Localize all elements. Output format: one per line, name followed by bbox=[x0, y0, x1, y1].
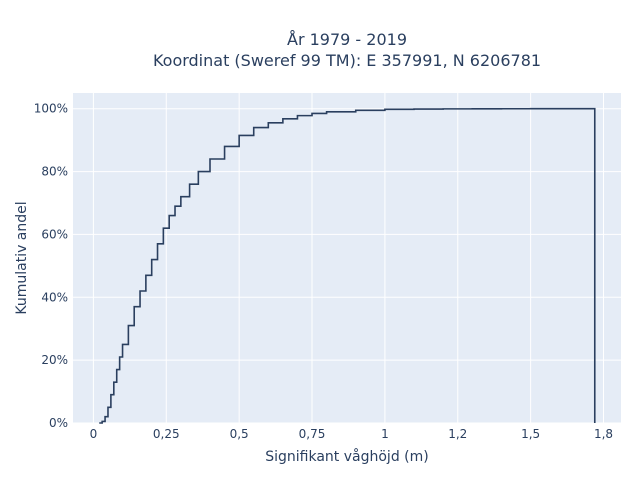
x-tick-labels: 0 0,25 0,5 0,75 1 1,2 1,5 1,8 bbox=[90, 427, 613, 441]
y-tick-label: 0% bbox=[49, 416, 68, 430]
y-tick-label: 80% bbox=[41, 165, 68, 179]
series-layer bbox=[99, 107, 596, 424]
chart-title-line-2: Koordinat (Sweref 99 TM): E 357991, N 62… bbox=[153, 51, 541, 70]
y-tick-label: 40% bbox=[41, 290, 68, 304]
chart-title-line-1: År 1979 - 2019 bbox=[287, 30, 407, 49]
y-tick-labels: 0% 20% 40% 60% 80% 100% bbox=[34, 102, 68, 430]
x-tick-label: 1,8 bbox=[594, 427, 613, 441]
ecdf-step-line bbox=[99, 107, 596, 424]
x-tick-label: 0,75 bbox=[299, 427, 326, 441]
x-axis-title: Signifikant våghöjd (m) bbox=[265, 448, 428, 465]
x-tick-label: 1 bbox=[381, 427, 389, 441]
y-tick-label: 100% bbox=[34, 102, 68, 116]
x-tick-label: 0,5 bbox=[230, 427, 249, 441]
x-tick-label: 1,2 bbox=[448, 427, 467, 441]
plot-area bbox=[73, 93, 621, 423]
x-tick-label: 1,5 bbox=[521, 427, 540, 441]
x-tick-label: 0 bbox=[90, 427, 98, 441]
x-tick-label: 0,25 bbox=[153, 427, 180, 441]
y-tick-label: 60% bbox=[41, 227, 68, 241]
y-axis-title: Kumulativ andel bbox=[14, 201, 30, 314]
gridlines bbox=[73, 93, 621, 424]
y-tick-label: 20% bbox=[41, 353, 68, 367]
